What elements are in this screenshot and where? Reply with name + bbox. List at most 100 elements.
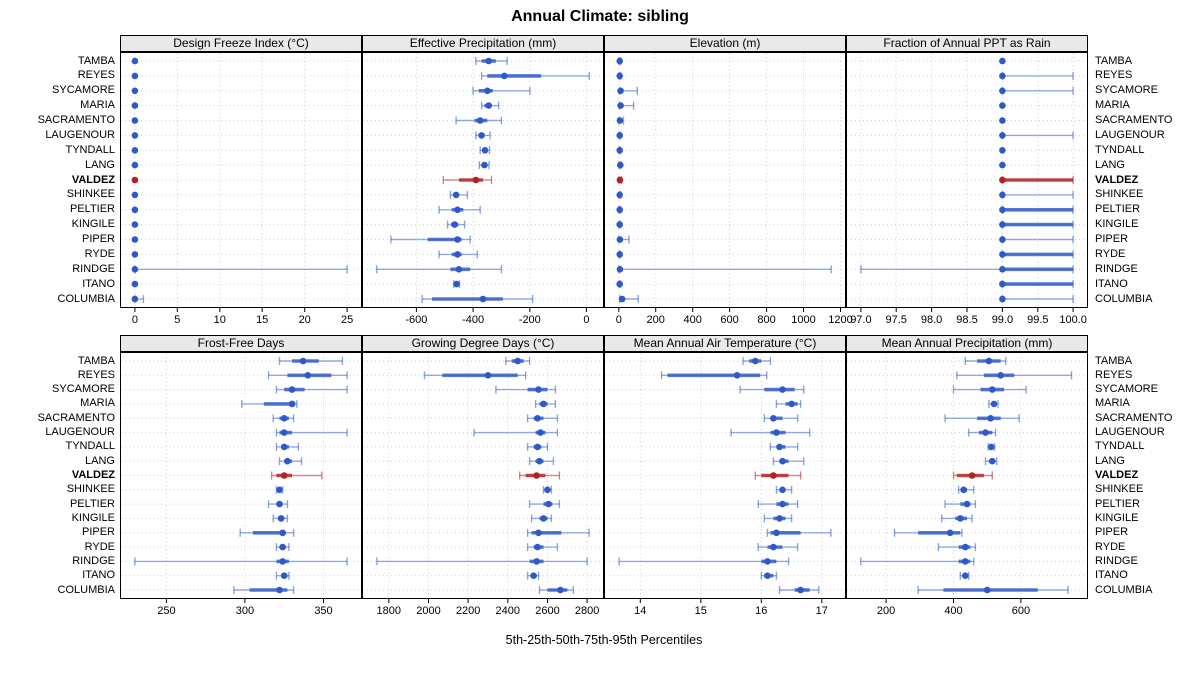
median-dot — [990, 400, 998, 408]
station-row-valdez — [616, 176, 624, 184]
axis-tick-label: 200 — [647, 314, 665, 326]
axis-tick-label: 200 — [877, 605, 895, 617]
panel-plot-frost-free-days: 250 300 350 — [120, 352, 362, 617]
axis-tick-label: 0 — [616, 314, 622, 326]
median-dot — [280, 472, 288, 479]
median-dot — [304, 372, 312, 379]
median-dot — [764, 572, 771, 579]
station-row-ryde — [131, 251, 139, 258]
station-row-piper — [616, 235, 630, 244]
panel-plot-mean-annual-precipitation: 200 400 600 — [846, 352, 1088, 617]
station-label-laugenour: LAUGENOUR — [45, 426, 115, 439]
station-row-piper — [526, 528, 590, 537]
station-row-piper — [999, 235, 1074, 244]
station-row-maria — [534, 399, 557, 408]
median-dot — [999, 117, 1006, 124]
axis-tick-label: 2400 — [496, 605, 520, 617]
median-dot — [616, 117, 624, 124]
station-row-reyes — [423, 371, 527, 380]
median-dot — [770, 415, 777, 422]
panel-strip-frost-free-days: Frost-Free Days — [120, 335, 362, 352]
station-row-piper — [239, 528, 295, 537]
station-row-piper — [766, 528, 832, 537]
station-row-lang — [999, 161, 1006, 169]
median-dot — [616, 191, 623, 199]
median-dot — [279, 558, 286, 565]
median-dot — [484, 372, 492, 379]
station-row-laugenour — [999, 131, 1074, 140]
station-labels-left: TAMBA REYES SYCAMORE MARIA SACRAMENTO LAUGENO… — [0, 335, 120, 619]
median-dot — [999, 161, 1006, 169]
station-row-lang — [617, 161, 624, 170]
station-row-laugenour — [967, 428, 997, 437]
panel-strip-elevation: Elevation (m) — [604, 35, 846, 52]
axis-tick-label: 350 — [314, 605, 332, 617]
station-row-kingile — [763, 514, 793, 523]
station-row-laugenour — [730, 428, 811, 437]
station-row-tamba — [964, 357, 1007, 365]
station-row-sacramento — [526, 414, 559, 423]
station-row-tyndall — [131, 147, 139, 154]
station-row-sycamore — [495, 385, 557, 394]
station-row-ryde — [438, 250, 479, 259]
station-row-tamba — [505, 357, 531, 365]
station-row-valdez — [999, 176, 1074, 184]
station-row-columbia — [538, 586, 575, 594]
axis-tick-label: 400 — [944, 605, 962, 617]
station-row-kingile — [272, 514, 289, 523]
station-row-kingile — [616, 220, 623, 229]
median-dot — [770, 543, 777, 551]
median-dot — [617, 87, 624, 95]
station-label-tamba: TAMBA — [77, 354, 115, 367]
station-labels-right: TAMBA REYES SYCAMORE MARIA SACRAMENTO LAUGENO… — [1088, 35, 1200, 328]
station-label-ryde: RYDE — [84, 247, 115, 260]
median-dot — [960, 486, 967, 494]
median-dot — [982, 429, 989, 436]
panel-strip-fraction-ppt-rain: Fraction of Annual PPT as Rain — [846, 35, 1088, 52]
station-row-peltier — [267, 500, 289, 509]
station-label-ryde: RYDE — [1095, 247, 1126, 260]
station-row-tyndall — [999, 147, 1006, 154]
station-label-kingile: KINGILE — [71, 218, 115, 231]
station-row-columbia — [421, 295, 534, 303]
station-row-kingile — [940, 514, 973, 523]
station-label-ryde: RYDE — [84, 540, 115, 553]
median-dot — [484, 87, 491, 95]
median-dot — [276, 486, 283, 494]
axis-tick-label: 300 — [236, 605, 254, 617]
station-row-rindge — [375, 265, 503, 274]
median-dot — [279, 529, 286, 537]
station-label-lang: LANG — [85, 158, 115, 171]
station-row-itano — [959, 571, 970, 580]
median-dot — [779, 457, 786, 465]
median-dot — [779, 486, 786, 494]
median-dot — [797, 586, 804, 594]
median-dot — [999, 251, 1006, 258]
station-row-itano — [999, 280, 1074, 289]
station-row-sycamore — [739, 385, 805, 394]
axis-tick-label: 5 — [174, 314, 180, 326]
panel-strip-growing-degree-days: Growing Degree Days (°C) — [362, 335, 604, 352]
median-dot — [481, 161, 488, 169]
station-row-rindge — [134, 557, 348, 566]
station-row-peltier — [131, 206, 139, 214]
panel-plot-elevation: 0 200 400 600 800 1000 1200 — [604, 52, 853, 326]
station-row-itano — [131, 280, 139, 288]
median-dot — [131, 57, 139, 65]
median-dot — [280, 415, 288, 422]
axis-tick-label: 15 — [256, 314, 268, 326]
axis-tick-label: 20 — [299, 314, 311, 326]
station-row-tyndall — [479, 146, 491, 155]
station-row-sacramento — [455, 116, 503, 125]
median-dot — [451, 221, 458, 228]
station-row-peltier — [757, 500, 799, 509]
axis-tick-label: 2800 — [575, 605, 599, 617]
median-dot — [131, 176, 139, 184]
station-label-peltier: PELTIER — [1095, 497, 1141, 510]
median-dot — [616, 57, 623, 65]
station-row-columbia — [131, 295, 145, 303]
station-row-tamba — [999, 57, 1006, 65]
trellis-grid: TAMBA REYES SYCAMORE MARIA SACRAMENTO LAUGENO… — [0, 35, 1200, 619]
panel-effective-precipitation: Effective Precipitation (mm) -600 -400 -200… — [362, 35, 604, 328]
axis-tick-label: 16 — [755, 605, 767, 617]
